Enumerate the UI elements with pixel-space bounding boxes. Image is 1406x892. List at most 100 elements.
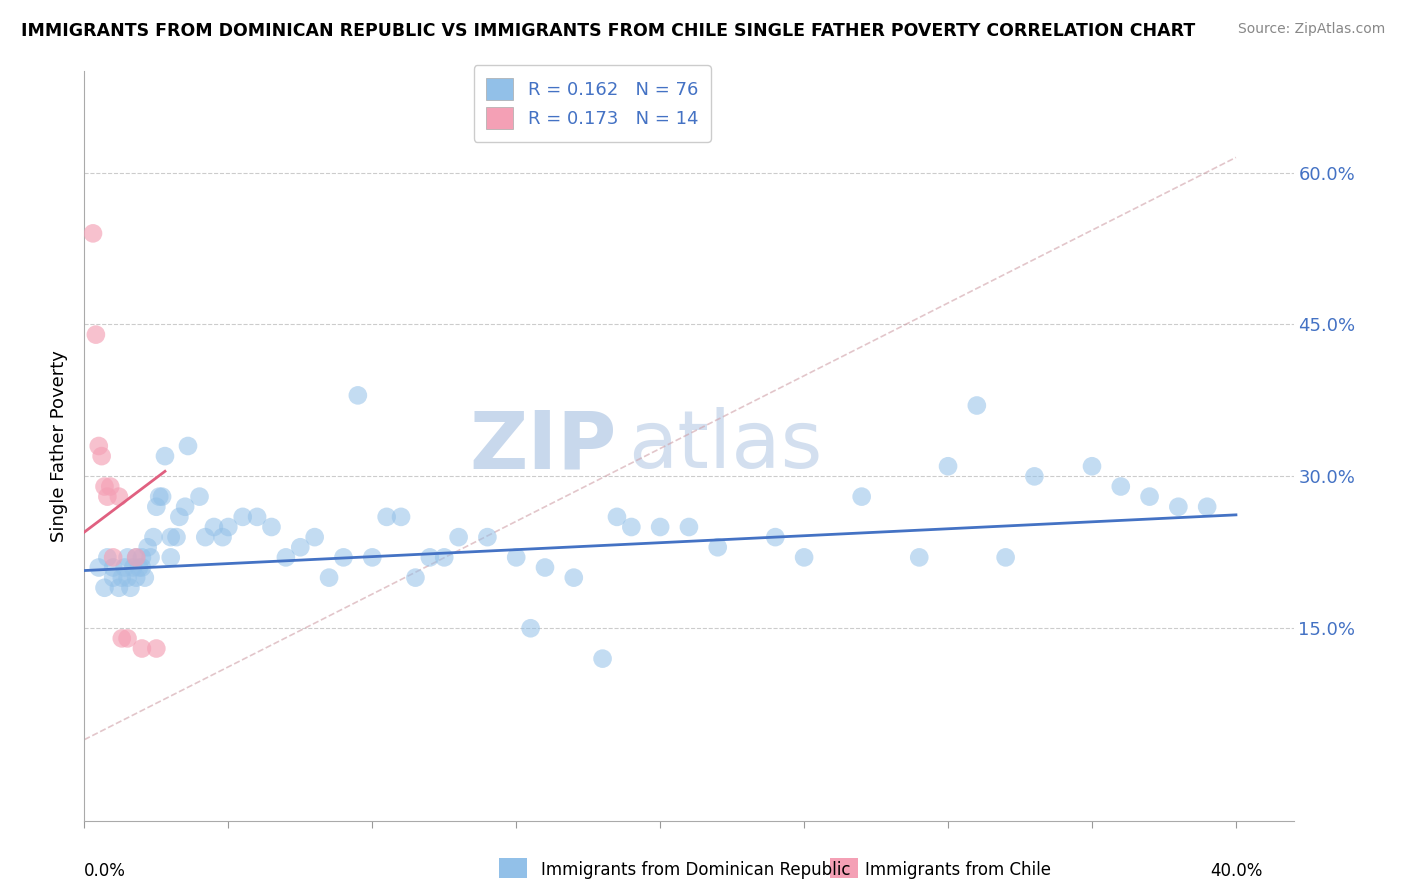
Point: [274, 550, 297, 565]
Text: atlas: atlas: [628, 407, 823, 485]
Point: [389, 509, 412, 524]
Point: [108, 490, 131, 504]
Text: Immigrants from Dominican Republic: Immigrants from Dominican Republic: [541, 861, 851, 879]
Point: [505, 550, 527, 565]
Legend: R = 0.162   N = 76, R = 0.173   N = 14: R = 0.162 N = 76, R = 0.173 N = 14: [474, 65, 711, 142]
Point: [153, 449, 176, 463]
Point: [125, 571, 148, 585]
Point: [159, 530, 181, 544]
Point: [90, 449, 112, 463]
Point: [188, 490, 211, 504]
Point: [202, 520, 225, 534]
Point: [290, 541, 312, 555]
Point: [304, 530, 326, 544]
Point: [101, 571, 124, 585]
Text: IMMIGRANTS FROM DOMINICAN REPUBLIC VS IMMIGRANTS FROM CHILE SINGLE FATHER POVERT: IMMIGRANTS FROM DOMINICAN REPUBLIC VS IM…: [21, 22, 1195, 40]
Text: Source: ZipAtlas.com: Source: ZipAtlas.com: [1237, 22, 1385, 37]
Point: [332, 550, 354, 565]
Point: [194, 530, 217, 544]
Point: [96, 550, 118, 565]
Point: [139, 550, 162, 565]
Point: [101, 550, 124, 565]
Point: [851, 490, 873, 504]
Point: [174, 500, 197, 514]
Point: [108, 581, 131, 595]
Point: [128, 560, 150, 574]
Point: [87, 439, 110, 453]
Point: [131, 560, 153, 574]
Point: [134, 571, 156, 585]
Text: 0.0%: 0.0%: [84, 862, 127, 880]
Point: [347, 388, 370, 402]
Point: [375, 509, 398, 524]
Point: [936, 459, 959, 474]
Point: [793, 550, 815, 565]
Point: [1139, 490, 1161, 504]
Point: [994, 550, 1017, 565]
Point: [447, 530, 470, 544]
Point: [318, 571, 340, 585]
Point: [125, 550, 148, 565]
Point: [534, 560, 557, 574]
Text: ZIP: ZIP: [470, 407, 616, 485]
Point: [169, 509, 191, 524]
Point: [211, 530, 233, 544]
Point: [111, 632, 134, 646]
Point: [1109, 479, 1132, 493]
Point: [606, 509, 628, 524]
Point: [650, 520, 672, 534]
Point: [131, 550, 153, 565]
Text: Immigrants from Chile: Immigrants from Chile: [865, 861, 1050, 879]
Point: [114, 560, 136, 574]
Point: [908, 550, 931, 565]
Point: [419, 550, 441, 565]
Point: [562, 571, 585, 585]
Point: [519, 621, 541, 635]
Point: [217, 520, 239, 534]
Point: [1167, 500, 1189, 514]
Point: [404, 571, 426, 585]
Point: [1024, 469, 1046, 483]
Point: [142, 530, 165, 544]
Point: [122, 560, 145, 574]
Text: 40.0%: 40.0%: [1209, 862, 1263, 880]
Point: [148, 490, 170, 504]
Point: [763, 530, 786, 544]
Point: [120, 581, 142, 595]
Point: [232, 509, 254, 524]
Point: [117, 632, 139, 646]
Point: [84, 327, 107, 342]
Point: [678, 520, 700, 534]
Point: [87, 560, 110, 574]
Point: [246, 509, 269, 524]
Point: [98, 479, 121, 493]
Point: [433, 550, 456, 565]
Y-axis label: Single Father Poverty: Single Father Poverty: [51, 350, 69, 542]
Point: [125, 550, 148, 565]
Point: [592, 651, 614, 665]
Point: [477, 530, 499, 544]
Point: [1197, 500, 1219, 514]
Point: [93, 479, 115, 493]
Point: [145, 500, 167, 514]
Point: [361, 550, 384, 565]
Point: [145, 641, 167, 656]
Point: [706, 541, 728, 555]
Point: [1081, 459, 1104, 474]
Point: [82, 227, 104, 241]
Point: [111, 571, 134, 585]
Point: [620, 520, 643, 534]
Point: [131, 641, 153, 656]
Point: [101, 560, 124, 574]
Point: [96, 490, 118, 504]
Point: [159, 550, 181, 565]
Point: [93, 581, 115, 595]
Point: [260, 520, 283, 534]
Point: [150, 490, 173, 504]
Point: [117, 571, 139, 585]
Point: [966, 399, 988, 413]
Point: [166, 530, 188, 544]
Point: [136, 541, 159, 555]
Point: [117, 550, 139, 565]
Point: [177, 439, 200, 453]
